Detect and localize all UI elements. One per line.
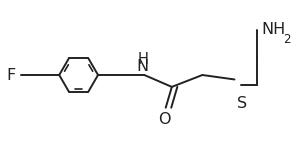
Text: O: O bbox=[158, 112, 170, 127]
Text: S: S bbox=[237, 96, 247, 111]
Text: NH: NH bbox=[261, 22, 285, 37]
Text: H: H bbox=[137, 52, 148, 67]
Text: 2: 2 bbox=[283, 33, 291, 46]
Text: F: F bbox=[6, 68, 15, 82]
Text: N: N bbox=[137, 58, 149, 74]
